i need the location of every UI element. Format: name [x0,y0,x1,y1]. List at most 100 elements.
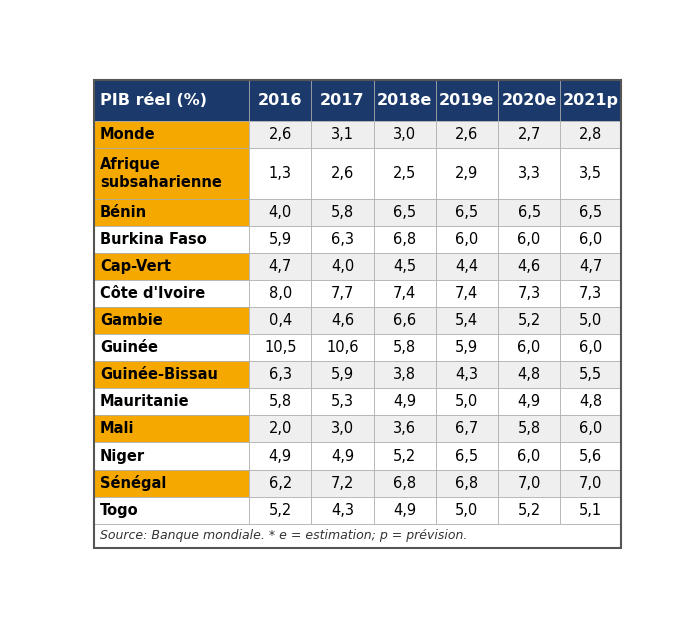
Bar [498,470,560,496]
Bar [249,415,312,442]
Bar [374,226,436,253]
Bar [436,442,498,470]
Bar [436,280,498,307]
Text: 7,0: 7,0 [579,476,602,491]
Text: 4,9: 4,9 [268,448,292,463]
Bar [374,307,436,334]
Text: 4,6: 4,6 [517,259,541,274]
Text: Burkina Faso: Burkina Faso [100,232,207,247]
Text: Cap-Vert: Cap-Vert [100,259,171,274]
Bar [436,470,498,496]
Bar [436,415,498,442]
Text: 5,0: 5,0 [579,313,602,328]
Bar [312,280,374,307]
Bar [560,415,621,442]
Text: Mauritanie: Mauritanie [100,394,190,409]
Text: 4,8: 4,8 [517,368,541,383]
Bar [436,253,498,280]
Text: 6,8: 6,8 [393,476,416,491]
Text: 5,8: 5,8 [268,394,292,409]
Text: 3,3: 3,3 [518,166,540,181]
Bar [93,361,249,388]
Bar [93,253,249,280]
Bar [560,80,621,121]
Text: 5,9: 5,9 [268,232,292,247]
Text: 4,7: 4,7 [268,259,292,274]
Bar [312,388,374,415]
Bar [560,361,621,388]
Text: 6,0: 6,0 [455,232,479,247]
Text: 4,8: 4,8 [579,394,602,409]
Bar [93,470,249,496]
Text: 4,3: 4,3 [331,503,354,518]
Text: 4,6: 4,6 [331,313,354,328]
Text: 6,5: 6,5 [517,205,541,220]
Bar [312,470,374,496]
Bar [498,226,560,253]
Bar [374,280,436,307]
Text: 7,2: 7,2 [331,476,354,491]
Bar [374,253,436,280]
Bar [249,121,312,147]
Text: 5,4: 5,4 [455,313,478,328]
Text: 5,2: 5,2 [517,313,541,328]
Text: 10,5: 10,5 [264,340,296,355]
Text: 4,0: 4,0 [331,259,354,274]
Text: 6,2: 6,2 [268,476,292,491]
Text: 4,5: 4,5 [393,259,416,274]
Text: 7,7: 7,7 [331,286,354,301]
Bar [93,388,249,415]
Bar [249,496,312,524]
Bar [560,442,621,470]
Bar [560,226,621,253]
Bar [498,361,560,388]
Text: Gambie: Gambie [100,313,163,328]
Text: Mali: Mali [100,422,135,437]
Bar [374,334,436,361]
Bar [312,199,374,226]
Text: 6,8: 6,8 [393,232,416,247]
Text: Guinée: Guinée [100,340,158,355]
Text: Guinée-Bissau: Guinée-Bissau [100,368,218,383]
Bar [249,442,312,470]
Bar [374,361,436,388]
Bar [498,199,560,226]
Text: 4,0: 4,0 [268,205,292,220]
Bar [560,199,621,226]
Text: 0,4: 0,4 [268,313,292,328]
Text: 8,0: 8,0 [268,286,292,301]
Bar [312,415,374,442]
Text: 2,6: 2,6 [455,127,479,142]
Text: 6,3: 6,3 [269,368,292,383]
Bar [93,280,249,307]
Text: 2,5: 2,5 [393,166,416,181]
Text: 6,0: 6,0 [579,232,602,247]
Text: 6,0: 6,0 [517,448,541,463]
Bar [249,470,312,496]
Bar [498,442,560,470]
Text: 5,2: 5,2 [268,503,292,518]
Text: 5,3: 5,3 [331,394,354,409]
Bar [249,253,312,280]
Bar [498,415,560,442]
Text: 2018e: 2018e [377,93,432,108]
Text: 4,7: 4,7 [579,259,602,274]
Text: 5,8: 5,8 [331,205,354,220]
Text: 6,0: 6,0 [517,232,541,247]
Bar [374,199,436,226]
Text: 7,3: 7,3 [517,286,541,301]
Bar [374,415,436,442]
Bar [312,442,374,470]
Text: 6,0: 6,0 [579,422,602,437]
Bar [312,121,374,147]
Text: 6,5: 6,5 [393,205,416,220]
Text: 2,8: 2,8 [579,127,602,142]
Bar [249,334,312,361]
Bar [93,415,249,442]
Bar [498,388,560,415]
Text: 6,8: 6,8 [455,476,478,491]
Bar [312,496,374,524]
Bar [312,334,374,361]
Bar [374,470,436,496]
Bar [249,199,312,226]
